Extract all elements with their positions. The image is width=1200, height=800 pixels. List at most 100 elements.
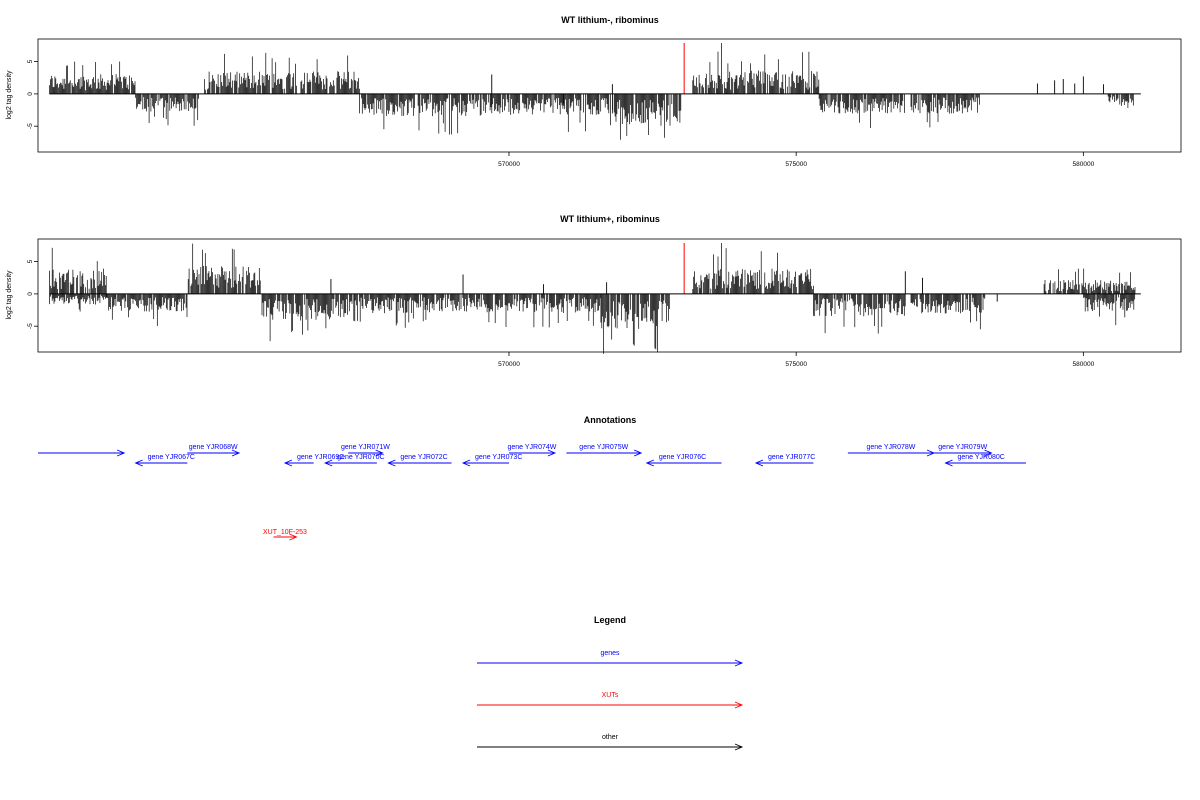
feature-label: gene YJR074W	[508, 444, 557, 451]
gene-feature: gene YJR080C	[944, 454, 1026, 467]
legend-arrowhead	[734, 743, 744, 751]
panel-lithium-plus: WT lithium+, ribominus log2 tag density …	[6, 214, 1182, 368]
xut-feature: XUT_10F-253	[263, 529, 307, 541]
gene-feature: gene YJR073C	[461, 454, 522, 467]
coverage-segment	[204, 52, 360, 94]
panel2-title: WT lithium+, ribominus	[560, 214, 660, 224]
coverage-segment	[1107, 93, 1134, 108]
feature-label: gene YJR080C	[958, 454, 1005, 461]
legend-items: genes XUTs other	[477, 650, 744, 751]
feature-arrowhead	[944, 459, 953, 467]
coverage-segment	[106, 293, 188, 326]
coverage-segment	[910, 293, 986, 330]
feature-arrowhead	[645, 459, 655, 467]
gene-feature: gene YJR075W	[566, 444, 643, 457]
coverage-segment	[49, 293, 107, 312]
coverage-segment	[692, 248, 814, 294]
legend-item: genes	[477, 650, 744, 667]
coverage-segment	[1083, 293, 1136, 326]
gene-feature	[38, 449, 126, 457]
legend-arrowhead	[734, 659, 744, 667]
coverage-segment	[1043, 268, 1136, 294]
feature-arrowhead	[289, 533, 298, 541]
panel1-title: WT lithium-, ribominus	[561, 15, 659, 25]
feature-arrowhead	[134, 459, 143, 467]
y-tick-label: 0	[27, 292, 34, 296]
panel1-axes: 5 0 -5 570000 575000 580000	[27, 59, 1141, 168]
annotations-track: Annotations gene YJR067C gene YJR068W gene…	[38, 415, 1026, 541]
feature-label: gene YJR075W	[579, 444, 628, 451]
coverage-segment	[491, 93, 613, 132]
gene-feature: gene YJR079W	[934, 444, 993, 457]
coverage-segment	[187, 243, 261, 294]
feature-label: gene YJR073C	[475, 454, 522, 461]
coverage-segment	[818, 93, 905, 128]
y-tick-label: -5	[27, 323, 34, 329]
x-tick-label: 575000	[785, 361, 807, 368]
annotations-title: Annotations	[584, 415, 637, 425]
coverage-segment	[910, 93, 980, 128]
feature-label: gene YJR072C	[400, 454, 447, 461]
panel1-ylabel: log2 tag density	[6, 70, 13, 120]
gene-feature: gene YJR068W	[187, 444, 241, 457]
feature-arrowhead	[283, 459, 293, 467]
coverage-segment	[261, 293, 355, 342]
legend-label: genes	[600, 650, 620, 657]
coverage-segment	[353, 293, 601, 328]
feature-label: gene YJR068W	[189, 444, 238, 451]
panel1-frame	[37, 38, 1182, 153]
feature-label: gene YJR069C	[297, 454, 344, 461]
feature-arrowhead	[633, 449, 643, 457]
gene-feature: gene YJR074W	[508, 444, 557, 457]
feature-arrowhead	[116, 449, 126, 457]
panel2-frame	[37, 238, 1182, 353]
feature-label: gene YJR078W	[866, 444, 915, 451]
legend-label: other	[602, 734, 619, 741]
legend-title: Legend	[594, 615, 626, 625]
gene-feature: gene YJR070C	[324, 454, 385, 467]
y-tick-label: 0	[27, 92, 34, 96]
x-tick-label: 580000	[1073, 361, 1095, 368]
feature-arrowhead	[461, 459, 471, 467]
feature-arrowhead	[754, 459, 764, 467]
gene-feature: gene YJR071W	[341, 444, 390, 457]
panel1-bars	[49, 43, 1134, 140]
feature-label: gene YJR071W	[341, 444, 390, 451]
feature-arrowhead	[375, 449, 384, 457]
feature-arrowhead	[231, 449, 241, 457]
legend-item: other	[477, 734, 744, 751]
coverage-segment	[49, 61, 136, 94]
feature-label: gene YJR070C	[337, 454, 384, 461]
feature-label: gene YJR076C	[659, 454, 706, 461]
panel-lithium-minus: WT lithium-, ribominus log2 tag density …	[6, 15, 1182, 168]
gene-feature: gene YJR078W	[847, 444, 936, 457]
feature-arrowhead	[547, 449, 557, 457]
feature-arrowhead	[984, 449, 993, 457]
coverage-segment	[135, 93, 199, 126]
feature-label: XUT_10F-253	[263, 529, 307, 536]
x-tick-label: 580000	[1073, 161, 1095, 168]
gene-feature: gene YJR069C	[283, 454, 344, 467]
legend-arrowhead	[734, 701, 744, 709]
panel2-ylabel: log2 tag density	[6, 270, 13, 320]
y-tick-label: 5	[27, 259, 34, 263]
coverage-segment	[600, 293, 670, 354]
panel2-axes: 5 0 -5 570000 575000 580000	[27, 259, 1141, 368]
coverage-segment	[692, 51, 820, 94]
x-tick-label: 570000	[498, 361, 520, 368]
legend-item: XUTs	[477, 692, 744, 709]
x-tick-label: 575000	[785, 161, 807, 168]
coverage-segment	[813, 293, 906, 334]
gene-feature: gene YJR067C	[134, 454, 195, 467]
feature-label: gene YJR079W	[938, 444, 987, 451]
gene-feature: gene YJR076C	[645, 454, 722, 467]
coverage-segment	[359, 93, 492, 135]
panel2-bars	[49, 243, 1136, 354]
feature-label: gene YJR067C	[148, 454, 195, 461]
coverage-segment	[612, 93, 682, 140]
legend: Legend genes XUTs other	[477, 615, 744, 751]
feature-arrowhead	[387, 459, 396, 467]
feature-arrowhead	[324, 459, 333, 467]
